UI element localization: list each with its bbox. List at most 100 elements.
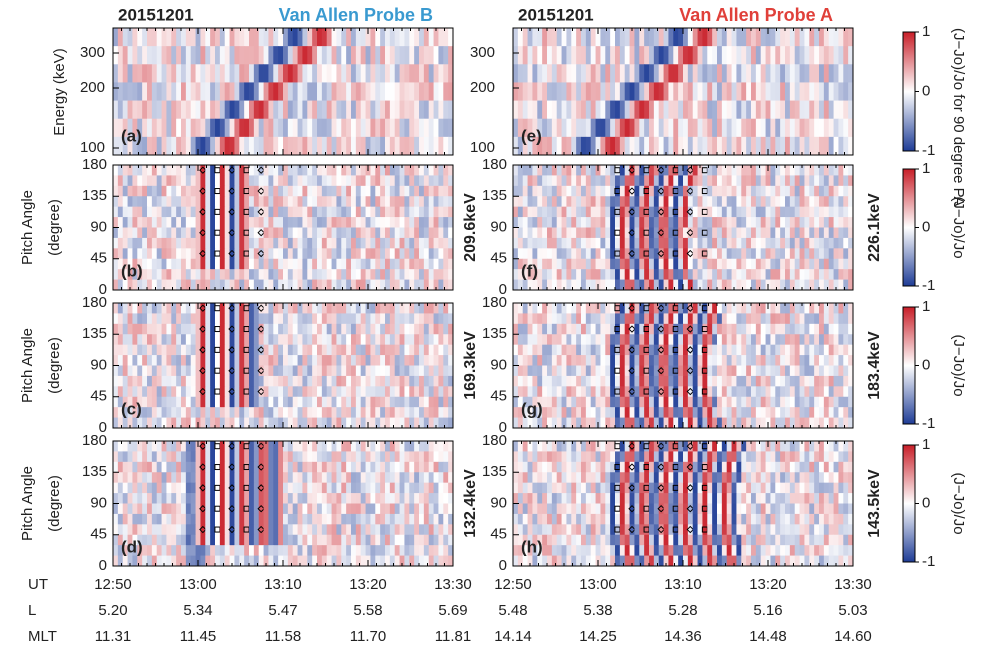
heatmap-cell	[200, 100, 206, 120]
heatmap-cell	[331, 472, 337, 484]
heatmap-cell	[585, 185, 592, 197]
heatmap-cell	[423, 407, 430, 418]
heatmap-cell	[726, 258, 732, 270]
heatmap-cell	[404, 28, 410, 47]
heatmap-cell	[292, 375, 298, 387]
heatmap-cell	[326, 472, 332, 484]
heatmap-cell	[215, 136, 221, 156]
heatmap-cell	[127, 524, 133, 536]
heatmap-cell	[341, 118, 347, 138]
heatmap-cell	[185, 513, 192, 525]
heatmap-cell	[653, 28, 660, 47]
heatmap-cell	[365, 313, 371, 325]
heatmap-cell	[210, 493, 216, 504]
heatmap-cell	[253, 375, 260, 387]
heatmap-cell	[331, 227, 337, 239]
heatmap-cell	[443, 165, 449, 176]
heatmap-cell	[224, 417, 230, 429]
heatmap-cell	[258, 28, 264, 47]
heatmap-cell	[127, 64, 133, 83]
heatmap-cell	[794, 28, 800, 47]
heatmap-cell	[644, 196, 650, 208]
heatmap-cell	[566, 64, 572, 83]
heatmap-cell	[794, 136, 800, 156]
heatmap-cell	[239, 417, 245, 429]
heatmap-cell	[244, 175, 250, 187]
heatmap-cell	[692, 258, 698, 270]
heatmap-cell	[414, 417, 420, 429]
heatmap-cell	[517, 175, 524, 187]
heatmap-cell	[215, 334, 221, 346]
heatmap-cell	[809, 46, 815, 65]
heatmap-cell	[399, 503, 405, 515]
heatmap-cell	[595, 196, 601, 208]
heatmap-cell	[161, 407, 167, 418]
heatmap-cell	[263, 365, 269, 377]
heatmap-cell	[355, 118, 362, 138]
heatmap-cell	[409, 396, 415, 408]
heatmap-cell	[210, 375, 216, 387]
heatmap-cell	[312, 407, 318, 418]
heatmap-cell	[629, 279, 635, 291]
heatmap-cell	[697, 217, 703, 228]
heatmap-cell	[399, 334, 405, 346]
heatmap-cell	[673, 28, 679, 47]
heatmap-cell	[122, 482, 128, 494]
heatmap-cell	[663, 248, 669, 260]
heatmap-cell	[804, 258, 810, 270]
heatmap-cell	[760, 64, 766, 83]
heatmap-cell	[117, 451, 124, 463]
heatmap-cell	[326, 100, 332, 120]
heatmap-cell	[253, 534, 260, 546]
heatmap-cell	[151, 303, 158, 314]
heatmap-cell	[419, 503, 425, 515]
heatmap-cell	[287, 344, 294, 356]
heatmap-cell	[375, 100, 381, 120]
heatmap-cell	[576, 185, 582, 197]
heatmap-cell	[287, 185, 294, 197]
heatmap-cell	[287, 165, 294, 176]
heatmap-cell	[848, 217, 854, 228]
heatmap-cell	[336, 503, 342, 515]
heatmap-cell	[438, 441, 444, 452]
heatmap-cell	[229, 248, 235, 260]
heatmap-cell	[433, 303, 439, 314]
heatmap-cell	[151, 258, 158, 270]
heatmap-cell	[804, 46, 810, 65]
heatmap-cell	[317, 417, 323, 429]
heatmap-cell	[551, 82, 558, 101]
heatmap-cell	[181, 175, 187, 187]
heatmap-cell	[219, 217, 226, 228]
heatmap-cell	[113, 165, 119, 176]
heatmap-cell	[234, 279, 240, 291]
heatmap-cell	[561, 227, 567, 239]
heatmap-cell	[147, 482, 153, 494]
heatmap-cell	[448, 524, 454, 536]
heatmap-cell	[547, 217, 553, 228]
heatmap-cell	[185, 237, 192, 249]
heatmap-cell	[823, 82, 830, 101]
heatmap-cell	[404, 534, 410, 546]
heatmap-cell	[278, 417, 284, 429]
heatmap-cell	[605, 196, 611, 208]
heatmap-cell	[399, 461, 405, 473]
heatmap-cell	[600, 100, 606, 120]
heatmap-cell	[161, 313, 167, 325]
heatmap-cell	[239, 28, 245, 47]
heatmap-cell	[438, 136, 444, 156]
heatmap-cell	[823, 258, 830, 270]
heatmap-cell	[799, 185, 805, 197]
heatmap-cell	[419, 461, 425, 473]
heatmap-cell	[278, 534, 284, 546]
heatmap-cell	[663, 217, 669, 228]
heatmap-cell	[307, 82, 313, 101]
heatmap-cell	[321, 451, 328, 463]
heatmap-cell	[360, 118, 366, 138]
heatmap-cell	[522, 196, 528, 208]
heatmap-cell	[249, 227, 255, 239]
heatmap-cell	[423, 493, 430, 504]
heatmap-cell	[234, 303, 240, 314]
heatmap-cell	[843, 279, 849, 291]
heatmap-cell	[365, 258, 371, 270]
heatmap-cell	[385, 344, 391, 356]
